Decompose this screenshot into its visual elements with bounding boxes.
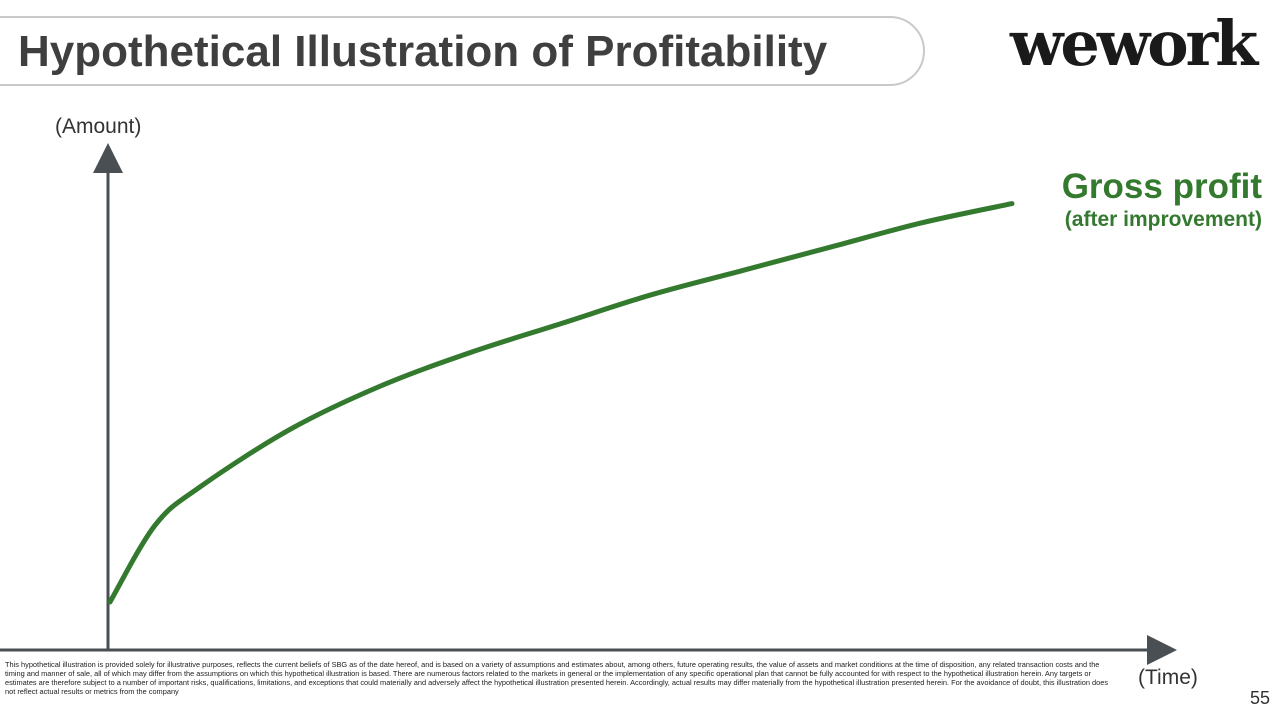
disclaimer-text: This hypothetical illustration is provid… bbox=[5, 660, 1109, 696]
wework-logo: wework bbox=[1010, 7, 1258, 80]
y-axis-label: (Amount) bbox=[55, 115, 142, 138]
slide-title: Hypothetical Illustration of Profitabili… bbox=[18, 27, 828, 76]
series-label: Gross profit (after improvement) bbox=[1062, 166, 1262, 232]
title-pill bbox=[0, 16, 925, 86]
gross-profit-line bbox=[107, 201, 1015, 605]
series-label-name: Gross profit bbox=[1061, 167, 1262, 206]
x-axis-label: (Time) bbox=[1138, 666, 1198, 689]
page-number: 55 bbox=[1250, 688, 1271, 708]
series-label-subtitle: (after improvement) bbox=[1064, 208, 1262, 231]
